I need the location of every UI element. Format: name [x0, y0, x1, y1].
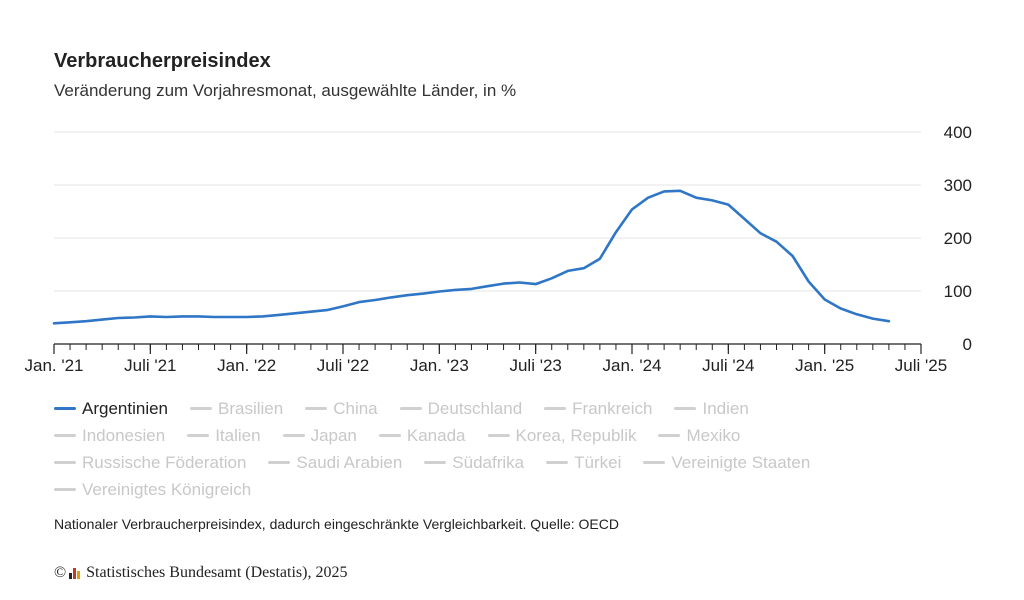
- y-tick-label: 0: [963, 335, 972, 354]
- legend-row: Russische Föderation Saudi Arabien Südafri…: [54, 449, 974, 476]
- chart-source-note: Nationaler Verbraucherpreisindex, dadurc…: [54, 516, 619, 532]
- legend-label: Deutschland: [427, 398, 523, 418]
- legend-label: Südafrika: [452, 452, 525, 472]
- legend-swatch-icon: [643, 461, 666, 464]
- x-tick-label: Jan. '22: [217, 356, 276, 375]
- legend-label: Frankreich: [572, 398, 653, 418]
- x-tick-label: Jan. '21: [24, 356, 83, 375]
- copyright-text: Statistisches Bundesamt (Destatis), 2025: [86, 564, 348, 581]
- legend-row: Argentinien Brasilien China Deutschland Fran…: [54, 395, 974, 422]
- legend-item-mexiko[interactable]: Mexiko: [658, 426, 740, 446]
- legend-swatch-icon: [54, 407, 76, 410]
- legend-swatch-icon: [544, 407, 567, 410]
- x-tick-label: Jan. '24: [602, 356, 661, 375]
- legend-swatch-icon: [282, 434, 305, 437]
- legend-row: Vereinigtes Königreich: [54, 476, 974, 503]
- legend-label: Saudi Arabien: [296, 452, 403, 472]
- legend-row: Indonesien Italien Japan Kanada Korea, Repub…: [54, 422, 974, 449]
- legend-item-italien[interactable]: Italien: [187, 425, 261, 446]
- legend-item-russische-föderation[interactable]: Russische Föderation: [54, 453, 246, 473]
- legend-swatch-icon: [54, 488, 76, 491]
- y-tick-label: 200: [944, 229, 972, 248]
- legend-swatch-icon: [268, 461, 291, 464]
- y-tick-label: 400: [944, 123, 972, 142]
- legend-item-indonesien[interactable]: Indonesien: [54, 426, 165, 446]
- legend-item-indien[interactable]: Indien: [674, 398, 749, 419]
- chart-title: Verbraucherpreisindex: [54, 50, 271, 72]
- legend-swatch-icon: [487, 434, 510, 437]
- legend-swatch-icon: [190, 407, 213, 410]
- legend-item-saudi-arabien[interactable]: Saudi Arabien: [268, 453, 402, 473]
- legend-swatch-icon: [187, 434, 210, 437]
- x-tick-label: Jan. '25: [795, 356, 854, 375]
- legend-item-südafrika[interactable]: Südafrika: [424, 453, 524, 473]
- chart-subtitle: Veränderung zum Vorjahresmonat, ausgewäh…: [54, 81, 517, 100]
- x-tick-label: Juli '22: [317, 356, 369, 375]
- legend-label: Argentinien: [82, 398, 169, 418]
- legend-label: China: [333, 398, 378, 418]
- legend-swatch-icon: [658, 434, 681, 437]
- legend-swatch-icon: [54, 434, 76, 437]
- y-tick-label: 300: [944, 176, 972, 195]
- y-tick-label: 100: [944, 282, 972, 301]
- legend-label: Russische Föderation: [82, 452, 247, 472]
- legend-label: Vereinigte Staaten: [671, 452, 811, 472]
- legend-item-brasilien[interactable]: Brasilien: [190, 399, 283, 419]
- legend-item-frankreich[interactable]: Frankreich: [544, 399, 652, 419]
- legend-label: Brasilien: [218, 398, 284, 418]
- legend-label: Kanada: [406, 425, 466, 445]
- legend-item-argentinien[interactable]: Argentinien: [54, 399, 168, 419]
- legend-label: Türkei: [574, 452, 622, 472]
- legend-item-china[interactable]: China: [305, 398, 378, 419]
- series-line-argentinien: [52, 189, 891, 325]
- line-chart: 0 100 200 300 400 Jan. '21 Juli '21 Jan. '22 Jul…: [24, 123, 972, 375]
- x-tick-label: Jan. '23: [410, 356, 469, 375]
- legend-label: Japan: [310, 425, 357, 445]
- legend-label: Indonesien: [82, 425, 166, 445]
- legend-label: Korea, Republik: [515, 425, 637, 445]
- legend-item-korea-republik[interactable]: Korea, Republik: [487, 425, 637, 446]
- x-tick-label: Juli '25: [895, 356, 947, 375]
- legend-swatch-icon: [378, 434, 401, 437]
- copyright-footer: © Statistisches Bundesamt (Destatis), 20…: [54, 564, 347, 582]
- legend-swatch-icon: [399, 407, 422, 410]
- legend-swatch-icon: [305, 407, 328, 410]
- destatis-logo-icon: [69, 567, 81, 579]
- x-tick-label: Juli '24: [702, 356, 754, 375]
- copyright-symbol: ©: [54, 564, 67, 581]
- chart-legend: Argentinien Brasilien China Deutschland Fran…: [54, 395, 974, 503]
- x-tick-label: Juli '21: [124, 356, 176, 375]
- legend-item-vereinigtes-königreich[interactable]: Vereinigtes Königreich: [54, 480, 251, 500]
- legend-item-deutschland[interactable]: Deutschland: [399, 398, 523, 419]
- legend-swatch-icon: [54, 461, 76, 464]
- legend-swatch-icon: [546, 461, 569, 464]
- x-tick-label: Juli '23: [509, 356, 561, 375]
- legend-item-türkei[interactable]: Türkei: [546, 453, 621, 473]
- legend-swatch-icon: [674, 407, 697, 410]
- legend-label: Italien: [215, 425, 261, 445]
- legend-label: Mexiko: [686, 425, 741, 445]
- legend-item-vereinigte-staaten[interactable]: Vereinigte Staaten: [643, 453, 810, 473]
- legend-swatch-icon: [424, 461, 447, 464]
- legend-label: Indien: [702, 398, 749, 418]
- legend-item-kanada[interactable]: Kanada: [378, 425, 466, 446]
- legend-item-japan[interactable]: Japan: [282, 425, 357, 446]
- legend-label: Vereinigtes Königreich: [82, 479, 252, 499]
